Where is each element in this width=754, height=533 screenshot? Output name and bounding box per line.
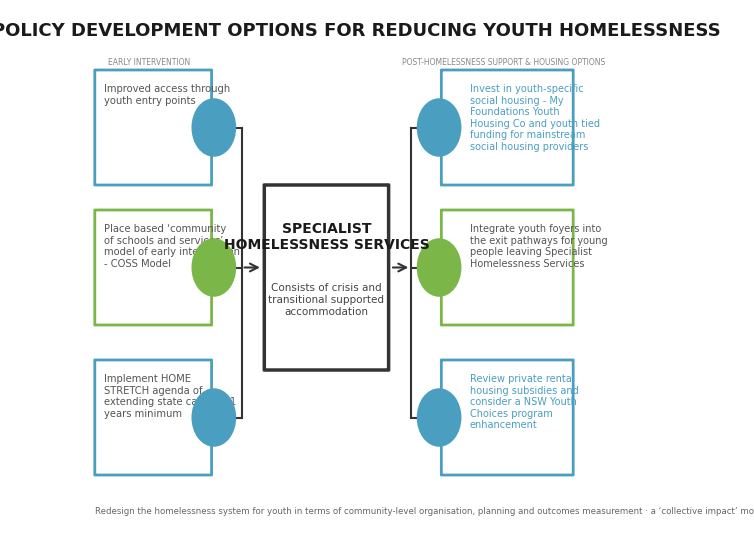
FancyBboxPatch shape [441, 70, 573, 185]
Text: ⌂: ⌂ [434, 408, 445, 426]
Text: POLICY DEVELOPMENT OPTIONS FOR REDUCING YOUTH HOMELESSNESS: POLICY DEVELOPMENT OPTIONS FOR REDUCING … [0, 22, 721, 40]
FancyBboxPatch shape [441, 210, 573, 325]
Text: Invest in youth-specific
social housing - My
Foundations Youth
Housing Co and yo: Invest in youth-specific social housing … [470, 84, 600, 152]
Circle shape [418, 239, 460, 295]
Text: Redesign the homelessness system for youth in terms of community-level organisat: Redesign the homelessness system for you… [95, 507, 754, 516]
Text: ⌂: ⌂ [434, 118, 445, 136]
Circle shape [193, 100, 235, 156]
Text: ☺: ☺ [430, 259, 449, 277]
FancyBboxPatch shape [265, 185, 388, 370]
Text: EARLY INTERVENTION: EARLY INTERVENTION [108, 58, 190, 67]
Text: Place based ‘community
of schools and services’
model of early intervention
- CO: Place based ‘community of schools and se… [104, 224, 240, 269]
Circle shape [418, 100, 460, 156]
Text: Implement HOME
STRETCH agenda of
extending state care to 21
years minimum: Implement HOME STRETCH agenda of extendi… [104, 374, 236, 419]
Circle shape [418, 390, 460, 446]
Text: Integrate youth foyers into
the exit pathways for young
people leaving Specialis: Integrate youth foyers into the exit pat… [470, 224, 608, 269]
FancyBboxPatch shape [441, 360, 573, 475]
Text: Review private rental
housing subsidies and
consider a NSW Youth
Choices program: Review private rental housing subsidies … [470, 374, 579, 431]
Circle shape [193, 239, 235, 295]
Text: ⌂: ⌂ [208, 259, 219, 277]
FancyBboxPatch shape [95, 70, 212, 185]
Text: Consists of crisis and
transitional supported
accommodation: Consists of crisis and transitional supp… [268, 284, 385, 317]
Text: Improved access through
youth entry points: Improved access through youth entry poin… [104, 84, 230, 106]
Circle shape [193, 390, 235, 446]
FancyBboxPatch shape [95, 360, 212, 475]
Text: POST-HOMELESSNESS SUPPORT & HOUSING OPTIONS: POST-HOMELESSNESS SUPPORT & HOUSING OPTI… [402, 58, 605, 67]
Text: ♥: ♥ [206, 408, 222, 426]
Text: SPECIALIST
HOMELESSNESS SERVICES: SPECIALIST HOMELESSNESS SERVICES [224, 222, 429, 252]
Text: ☞: ☞ [206, 118, 222, 136]
FancyBboxPatch shape [95, 210, 212, 325]
